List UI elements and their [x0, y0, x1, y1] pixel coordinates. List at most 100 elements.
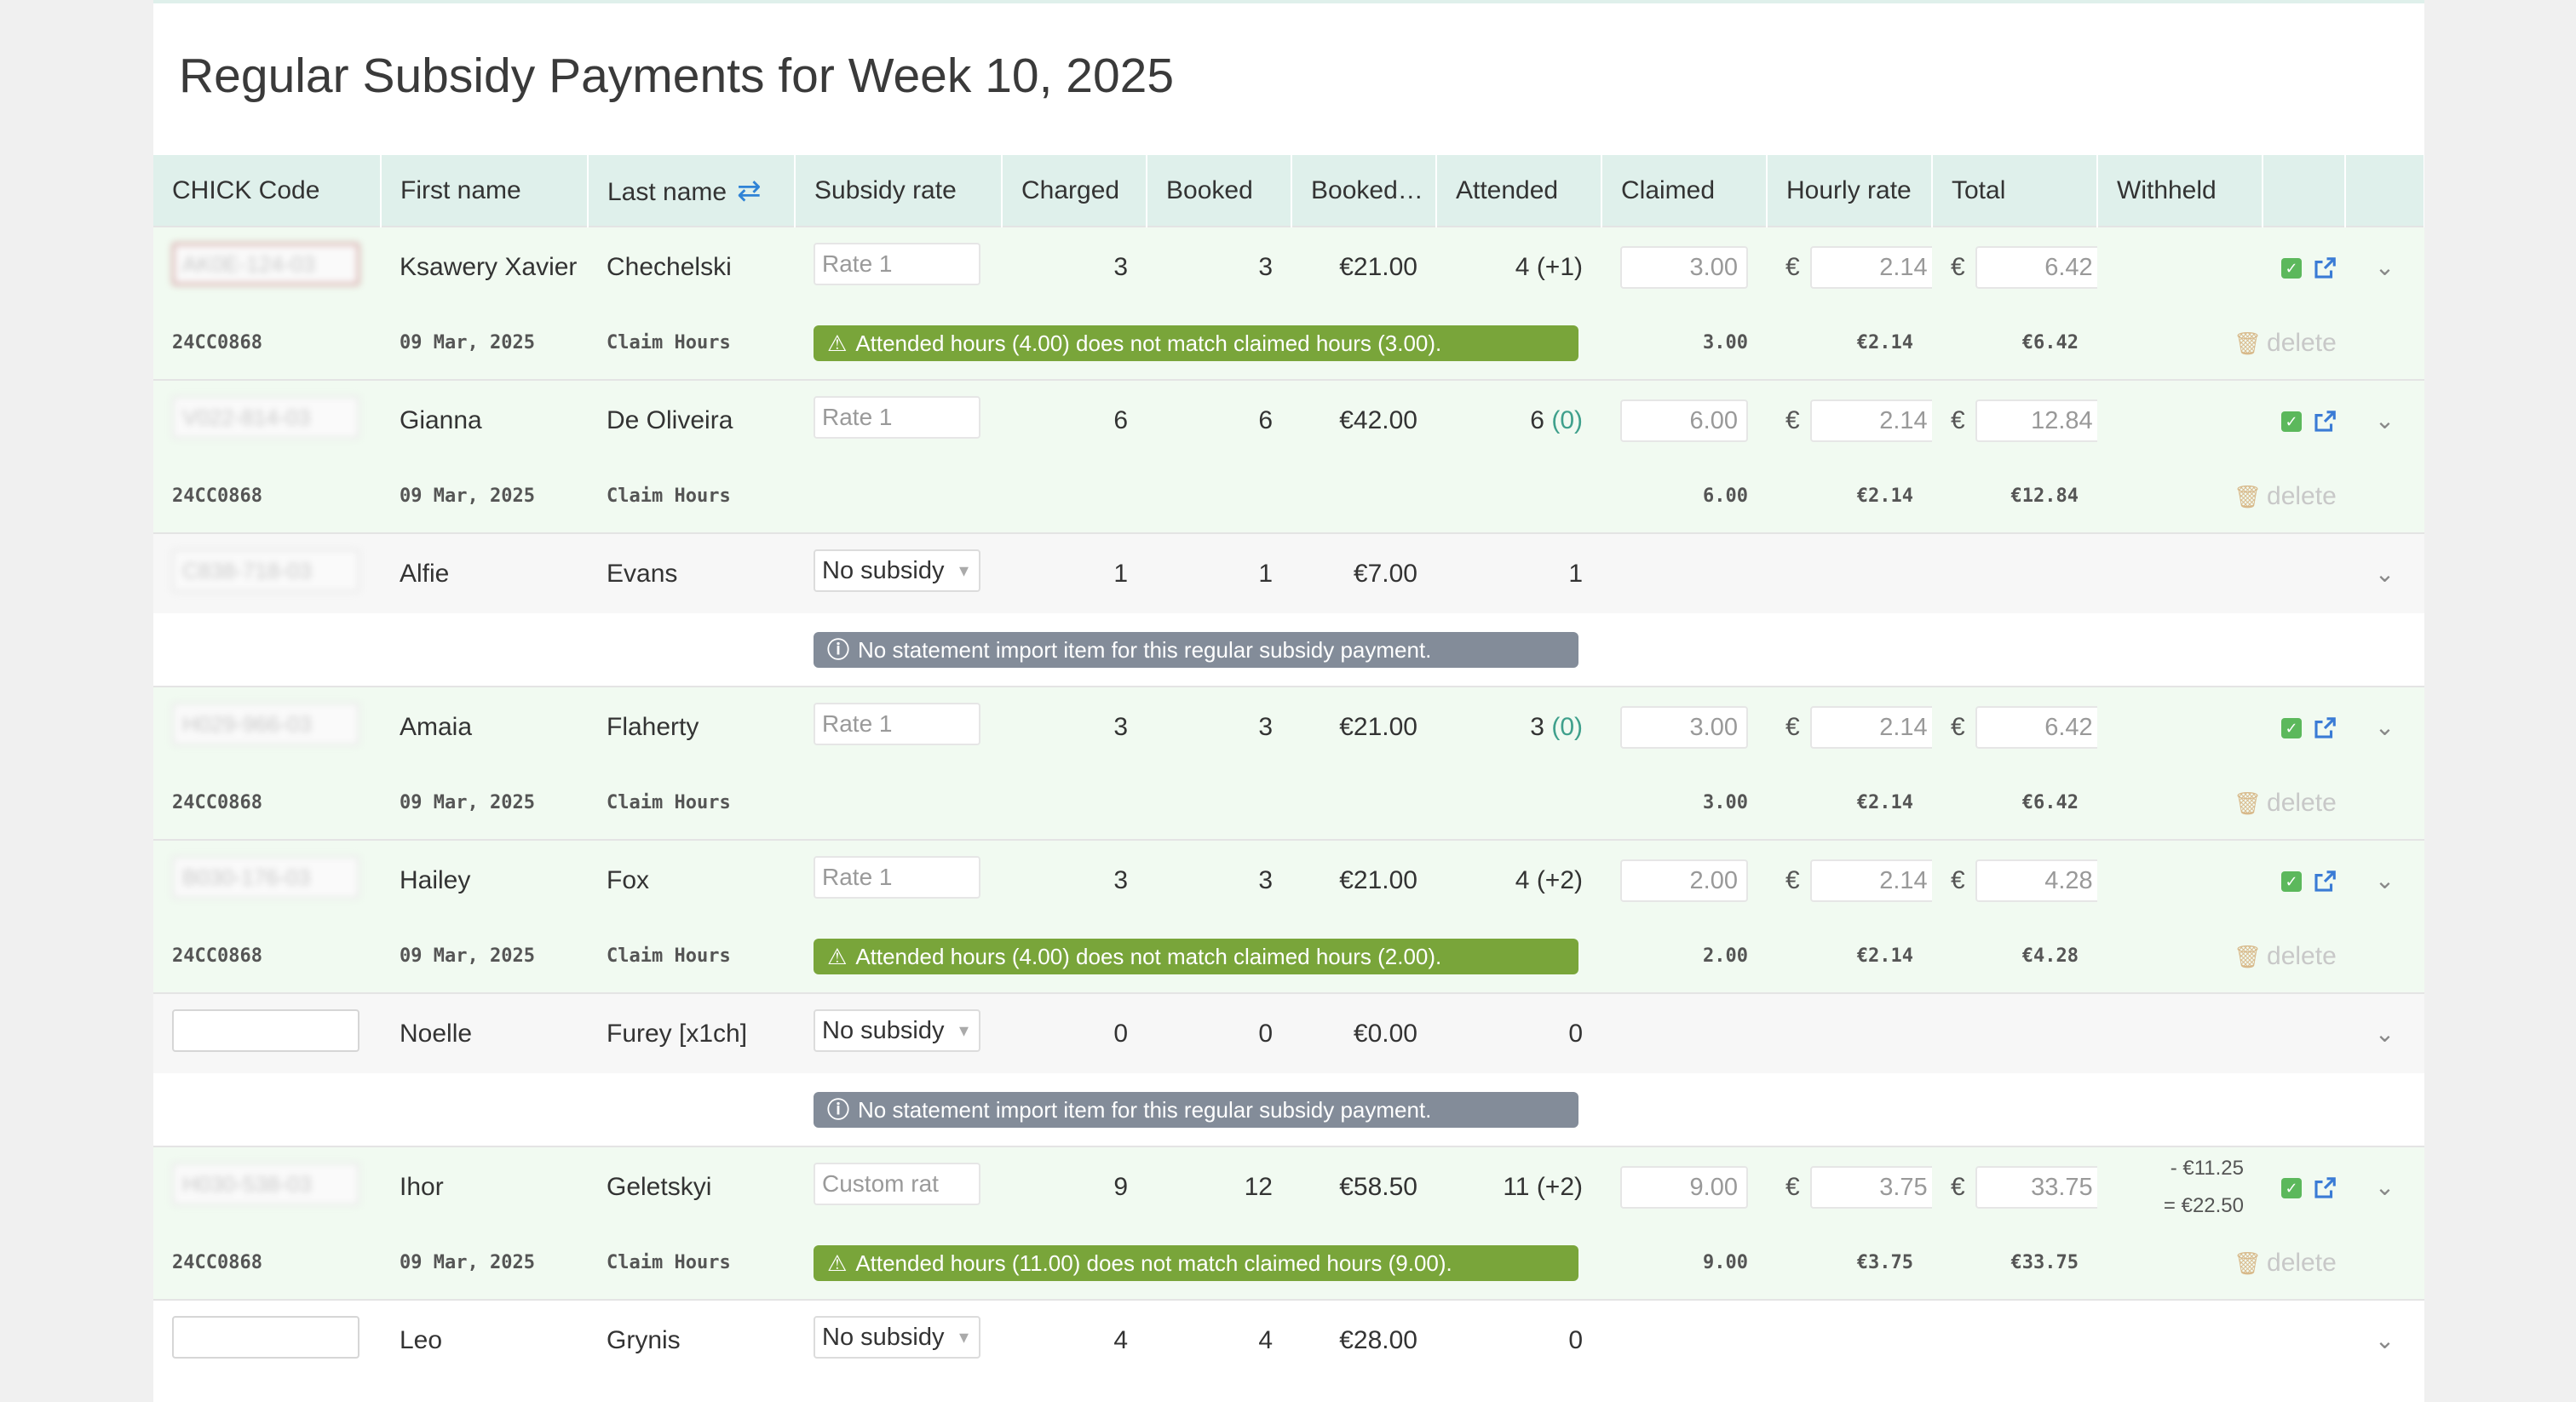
total-input[interactable]: 6.42 — [1975, 705, 2097, 749]
claim-total-cell: €33.75 — [1932, 1227, 2097, 1300]
chick-code-input[interactable]: H030-538-03 — [172, 1162, 359, 1205]
delete-link[interactable]: 🗑 delete — [2234, 482, 2337, 511]
attended-cell: 1 — [1436, 532, 1601, 613]
chick-code-input[interactable]: B030-176-03 — [172, 855, 359, 899]
check-square-icon[interactable]: ✓ — [2281, 1177, 2302, 1198]
subsidy-rate-select[interactable]: No subsidy ▾ — [814, 1008, 980, 1052]
swap-arrows-icon[interactable]: ⇄ — [737, 174, 762, 207]
table-row: H029-966-03 Amaia Flaherty Rate 1 3 3 €21.00 3 … — [153, 686, 2424, 767]
claim-date-cell: 09 Mar, 2025 — [381, 307, 588, 380]
last-name-cell: Chechelski — [588, 226, 795, 307]
col-total[interactable]: Total — [1932, 155, 2098, 227]
delete-link[interactable]: 🗑 delete — [2234, 942, 2337, 971]
chick-code-cell — [153, 992, 381, 1073]
subsidy-rate-input[interactable]: Rate 1 — [814, 395, 980, 439]
attended-value: 6 — [1530, 405, 1544, 434]
col-chick-code[interactable]: CHICK Code — [153, 155, 382, 227]
col-charged[interactable]: Charged — [1002, 155, 1147, 227]
empty-cell — [1601, 613, 2424, 687]
col-first-name[interactable]: First name — [381, 155, 589, 227]
col-withheld[interactable]: Withheld — [2097, 155, 2263, 227]
hourly-rate-input[interactable]: 2.14 — [1809, 705, 1932, 749]
chick-code-input[interactable]: C838-718-03 — [172, 549, 359, 592]
delete-link[interactable]: 🗑 delete — [2234, 789, 2337, 818]
claim-date-cell: 09 Mar, 2025 — [381, 767, 588, 840]
total-cell — [1932, 1299, 2097, 1380]
chick-code-input[interactable] — [172, 1008, 359, 1052]
col-booked[interactable]: Booked — [1147, 155, 1292, 227]
last-name-cell: Geletskyi — [588, 1146, 795, 1227]
delete-link[interactable]: 🗑 delete — [2234, 1249, 2337, 1278]
chevron-down-icon[interactable]: ⌄ — [2374, 254, 2395, 280]
col-hourly-rate[interactable]: Hourly rate — [1767, 155, 1933, 227]
booked-amount-cell: €21.00 — [1291, 686, 1436, 767]
chick-code-cell: V022-814-03 — [153, 379, 381, 460]
chevron-down-icon[interactable]: ⌄ — [2374, 1020, 2395, 1047]
check-square-icon[interactable]: ✓ — [2281, 871, 2302, 892]
delete-link[interactable]: 🗑 delete — [2234, 329, 2337, 358]
chick-code-input[interactable]: AK0E-124-03 — [172, 242, 359, 285]
subsidy-rate-cell: No subsidy ▾ — [795, 992, 1002, 1073]
claim-date-cell: 09 Mar, 2025 — [381, 460, 588, 533]
claimed-input[interactable]: 3.00 — [1620, 245, 1748, 289]
claimed-input[interactable]: 6.00 — [1620, 399, 1748, 442]
claimed-input[interactable]: 3.00 — [1620, 705, 1748, 749]
check-square-icon[interactable]: ✓ — [2281, 717, 2302, 738]
total-input[interactable]: 6.42 — [1975, 245, 2097, 289]
total-input[interactable]: 33.75 — [1975, 1165, 2097, 1209]
total-input[interactable]: 12.84 — [1975, 399, 2097, 442]
delete-label: delete — [2267, 481, 2337, 510]
booked-cell: 0 — [1147, 992, 1291, 1073]
hourly-rate-input[interactable]: 3.75 — [1809, 1165, 1932, 1209]
external-link-icon[interactable] — [2312, 869, 2337, 894]
external-link-icon[interactable] — [2312, 715, 2337, 741]
check-square-icon[interactable]: ✓ — [2281, 411, 2302, 432]
col-subsidy-rate[interactable]: Subsidy rate — [795, 155, 1003, 227]
external-link-icon[interactable] — [2312, 409, 2337, 434]
subsidy-rate-input[interactable]: Rate 1 — [814, 702, 980, 745]
claimed-input[interactable]: 9.00 — [1620, 1165, 1748, 1209]
subsidy-rate-select[interactable]: No subsidy ▾ — [814, 1315, 980, 1359]
chevron-down-icon[interactable]: ⌄ — [2374, 407, 2395, 434]
chevron-down-icon[interactable]: ⌄ — [2374, 1174, 2395, 1200]
subsidy-rate-input[interactable]: Rate 1 — [814, 242, 980, 285]
payments-body: AK0E-124-03 Ksawery Xavier Chechelski Rate … — [153, 226, 2424, 1380]
claim-hourly-cell: €2.14 — [1767, 307, 1932, 380]
first-name-cell: Gianna — [381, 379, 588, 460]
trash-icon: 🗑 — [2234, 330, 2263, 356]
col-last-name[interactable]: Last name ⇄ — [588, 155, 796, 227]
booked-amount-cell: €42.00 — [1291, 379, 1436, 460]
chevron-down-icon[interactable]: ⌄ — [2374, 560, 2395, 587]
chevron-down-icon[interactable]: ⌄ — [2374, 867, 2395, 893]
subsidy-rate-input[interactable]: Rate 1 — [814, 855, 980, 899]
col-attended[interactable]: Attended — [1436, 155, 1602, 227]
chevron-down-icon[interactable]: ⌄ — [2374, 1327, 2395, 1353]
external-link-icon[interactable] — [2312, 1175, 2337, 1201]
total-input[interactable]: 4.28 — [1975, 859, 2097, 902]
first-name-cell: Ihor — [381, 1146, 588, 1227]
hourly-rate-input[interactable]: 2.14 — [1809, 399, 1932, 442]
col-booked-amount[interactable]: Booked… — [1291, 155, 1437, 227]
claimed-cell: 2.00 — [1601, 839, 1767, 920]
expand-cell: ⌄ — [2345, 226, 2424, 307]
hourly-rate-input[interactable]: 2.14 — [1809, 245, 1932, 289]
claimed-input[interactable]: 2.00 — [1620, 859, 1748, 902]
check-square-icon[interactable]: ✓ — [2281, 257, 2302, 279]
claim-hourly-cell: €2.14 — [1767, 920, 1932, 993]
chick-code-input[interactable]: V022-814-03 — [172, 395, 359, 439]
claim-type-cell: Claim Hours — [588, 1227, 795, 1300]
last-name-cell: Evans — [588, 532, 795, 613]
chick-code-input[interactable] — [172, 1315, 359, 1359]
currency-symbol: € — [1785, 252, 1800, 281]
delete-label: delete — [2267, 788, 2337, 817]
charged-cell: 0 — [1002, 992, 1147, 1073]
external-link-icon[interactable] — [2312, 256, 2337, 281]
subsidy-rate-select[interactable]: No subsidy ▾ — [814, 549, 980, 592]
booked-amount-cell: €21.00 — [1291, 839, 1436, 920]
chick-code-input[interactable]: H029-966-03 — [172, 702, 359, 745]
claimed-cell: 9.00 — [1601, 1146, 1767, 1227]
col-claimed[interactable]: Claimed — [1601, 155, 1768, 227]
chevron-down-icon[interactable]: ⌄ — [2374, 714, 2395, 740]
hourly-rate-input[interactable]: 2.14 — [1809, 859, 1932, 902]
subsidy-rate-input[interactable]: Custom rat — [814, 1162, 980, 1205]
